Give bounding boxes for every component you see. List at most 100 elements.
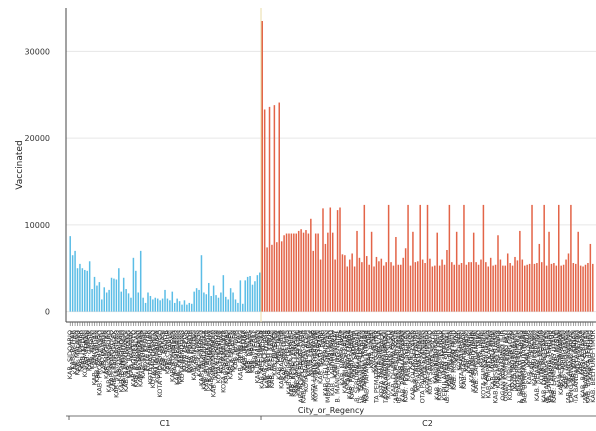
bar-c2: [341, 254, 344, 312]
x-tick-label: KAB. KEDIRI: [78, 330, 86, 369]
bar-c2: [288, 233, 290, 312]
x-tick-label: KAB. TANAH DATAR: [411, 330, 419, 393]
bar-c2: [297, 230, 300, 312]
bar-c2: [511, 265, 514, 312]
x-tick-label: KOTA PADANG: [416, 330, 424, 376]
bar-c2: [285, 233, 288, 312]
x-tick-label: KOTA PAGAR ALAM: [509, 330, 517, 391]
x-tick-label: KAB. SIAK: [453, 329, 461, 362]
bar-c2: [290, 233, 293, 312]
bar-c2: [540, 262, 543, 312]
bar-c2: [412, 231, 414, 312]
bar-c1: [173, 302, 176, 312]
bar-c1: [200, 255, 203, 312]
bar-c2: [499, 259, 502, 312]
bar-c1: [217, 297, 220, 312]
bar-c1: [256, 275, 259, 312]
x-tick-label: KAB. BIREUEN: [270, 330, 278, 376]
bar-c2: [358, 257, 361, 312]
bar-c2: [383, 265, 385, 312]
x-tick-label: KOTA SAWAHLUNTO: [426, 330, 434, 395]
bar-c1: [234, 299, 237, 312]
x-tick-label: KOTA LANGSA: [307, 329, 315, 375]
bar-c2: [312, 250, 315, 312]
bar-c2: [293, 233, 295, 312]
bar-c2: [339, 207, 341, 312]
x-tick-label: KAB. SITUBONDO: [120, 330, 128, 386]
bar-c2: [380, 258, 383, 312]
bar-c2: [336, 210, 339, 312]
bar-c1: [181, 304, 183, 312]
x-tick-label: KAB. SUKABUMI: [205, 330, 213, 381]
x-tick-label: KAB. PANGANDARAN: [210, 330, 218, 397]
x-tick-label: KAB. TAPANULI SELATAN: [358, 330, 366, 409]
bar-c2: [475, 262, 477, 312]
x-tick-label: KAB. TULUNGAGUNG: [112, 330, 120, 398]
x-tick-label: KAB. GARUT: [166, 330, 174, 370]
x-tick-label: KOTA CIMAHI: [188, 330, 196, 372]
x-tick-label: KAB. BOJONEGORO: [105, 330, 113, 392]
x-tick-label: KAB. SAMPANG: [134, 330, 142, 379]
bar-c1: [227, 299, 229, 312]
x-tick-label: KAB. TAPANULI TENGAH: [360, 330, 368, 408]
group-label-c1: C1: [160, 419, 171, 427]
bar-c1: [161, 298, 164, 312]
x-tick-label: KAB. GRESIK: [86, 329, 94, 371]
bar-c2: [579, 265, 582, 312]
x-tick-label: KOTA SABANG: [304, 330, 312, 377]
x-tick-label: KOTA GUNUNGSITOLI: [385, 330, 393, 399]
bar-c1: [225, 296, 227, 312]
bar-c1: [105, 292, 108, 312]
bar-c2: [509, 263, 511, 312]
bar-c1: [186, 304, 188, 312]
bar-c1: [69, 236, 71, 312]
x-tick-label: KAB. KUANTAN SINGINGI: [443, 330, 451, 410]
bar-c2: [489, 257, 492, 312]
bar-c2: [314, 233, 317, 312]
y-axis-title: Vaccinated: [15, 140, 25, 189]
x-tick-label: KAB. PACITAN: [71, 330, 79, 374]
bar-c1: [127, 293, 130, 312]
x-tick-label: KAB. TANGGAMUS: [562, 330, 570, 389]
x-tick-label: KAB. WAY KANAN: [569, 330, 577, 386]
x-tick-label: KAB. ACEH TAMIANG: [290, 330, 298, 397]
x-tick-label: KAB. TRENGGALEK: [110, 329, 118, 391]
bar-c2: [562, 264, 565, 312]
x-tick-label: KOTA PAYAKUMBUH: [424, 330, 432, 393]
x-tick-label: KOTA PADANG PANJANG: [419, 330, 427, 407]
bar-c2: [565, 259, 567, 312]
x-tick-label: KAB. BANGKA TENGAH: [584, 330, 592, 404]
x-tick-label: KAB. CIREBON: [195, 330, 203, 377]
group-label-c2: C2: [422, 419, 433, 427]
bar-c2: [521, 259, 524, 312]
bar-c2: [516, 260, 519, 312]
x-tick-label: KAB. GAYO LUES: [283, 330, 291, 383]
bar-c1: [193, 291, 195, 312]
bar-c1: [98, 282, 101, 312]
bar-c1: [84, 269, 86, 312]
x-tick-label: KAB. ACEH BESAR: [258, 330, 266, 389]
x-tick-label: KAB. LAMPUNG SELATAN: [543, 330, 551, 411]
bar-c1: [195, 288, 198, 312]
bar-c1: [176, 298, 178, 312]
bar-c1: [79, 263, 81, 312]
bar-c2: [300, 229, 302, 312]
bar-c2: [387, 204, 390, 312]
x-tick-label: KAB. KUNINGAN: [168, 330, 176, 382]
bar-c1: [212, 285, 215, 312]
x-tick-label: KOTA BUKITTINGGI: [414, 330, 422, 391]
x-tick-label: KAB. PASAMAN: [397, 330, 405, 379]
x-tick-label: KAB. BATANGHARI: [460, 330, 468, 389]
x-tick-label: KAB. BUNGO: [462, 330, 470, 371]
x-tick-label: KAB. PONOROGO: [108, 330, 116, 386]
x-tick-label: KAB. MESUJI: [552, 330, 560, 370]
bar-c1: [188, 302, 191, 312]
bar-c1: [249, 276, 251, 312]
x-tick-label: KAB. PADANG PARIAMAN: [394, 330, 402, 410]
bar-c1: [113, 278, 115, 312]
bar-c1: [164, 289, 166, 312]
bar-c1: [120, 291, 123, 312]
x-tick-label: KOTA MOJOKERTO: [149, 330, 157, 388]
